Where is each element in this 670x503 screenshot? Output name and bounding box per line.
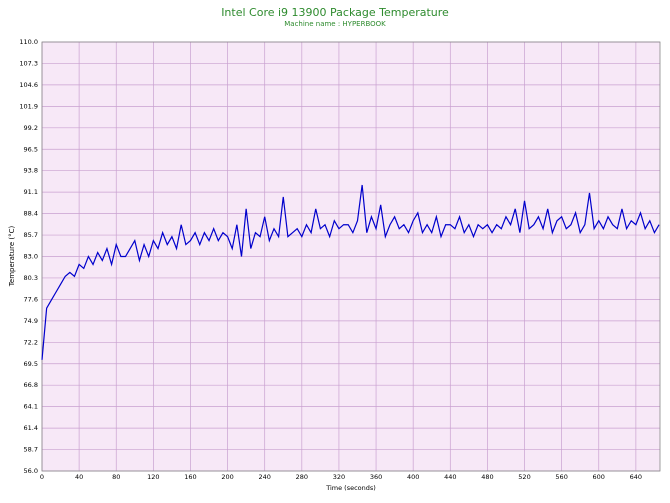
y-tick-label: 74.9 [24, 317, 38, 325]
x-tick-label: 360 [370, 473, 382, 481]
x-tick-label: 440 [444, 473, 456, 481]
y-tick-label: 85.7 [24, 231, 38, 239]
x-tick-label: 280 [296, 473, 308, 481]
x-axis-label: Time (seconds) [325, 484, 376, 492]
plot-border [41, 41, 661, 472]
x-tick-label: 600 [593, 473, 605, 481]
x-tick-label: 400 [407, 473, 419, 481]
x-tick-label: 480 [481, 473, 493, 481]
chart-subtitle: Machine name : HYPERBOOK [284, 20, 386, 28]
y-tick-label: 80.3 [24, 274, 38, 282]
y-tick-label: 96.5 [24, 145, 38, 153]
y-tick-label: 56.0 [24, 467, 38, 475]
y-tick-label: 66.8 [24, 381, 38, 389]
y-tick-label: 72.2 [24, 338, 38, 346]
y-tick-label: 107.3 [19, 59, 38, 67]
x-tick-label: 320 [333, 473, 345, 481]
y-tick-label: 69.5 [24, 360, 38, 368]
x-tick-label: 640 [630, 473, 642, 481]
x-tick-label: 560 [555, 473, 567, 481]
y-tick-label: 77.6 [24, 295, 38, 303]
x-tick-label: 200 [221, 473, 233, 481]
y-tick-label: 91.1 [24, 188, 38, 196]
chart-title: Intel Core i9 13900 Package Temperature [221, 6, 449, 19]
y-tick-label: 110.0 [19, 38, 38, 46]
y-tick-label: 93.8 [24, 167, 38, 175]
temperature-line [41, 184, 660, 360]
x-tick-label: 80 [112, 473, 120, 481]
y-tick-label: 101.9 [19, 102, 38, 110]
y-tick-label: 58.7 [24, 446, 38, 454]
x-tick-label: 40 [75, 473, 83, 481]
y-tick-label: 83.0 [24, 253, 38, 261]
y-tick-label: 104.6 [19, 81, 38, 89]
y-axis-label: Temperature (°C) [8, 226, 16, 288]
y-tick-label: 64.1 [24, 403, 38, 411]
x-tick-label: 240 [258, 473, 270, 481]
x-tick-label: 120 [147, 473, 159, 481]
x-tick-label: 160 [184, 473, 196, 481]
y-tick-label: 61.4 [24, 424, 38, 432]
y-tick-label: 88.4 [24, 210, 38, 218]
y-tick-label: 99.2 [24, 124, 38, 132]
x-tick-label: 520 [518, 473, 530, 481]
x-tick-label: 0 [40, 473, 44, 481]
